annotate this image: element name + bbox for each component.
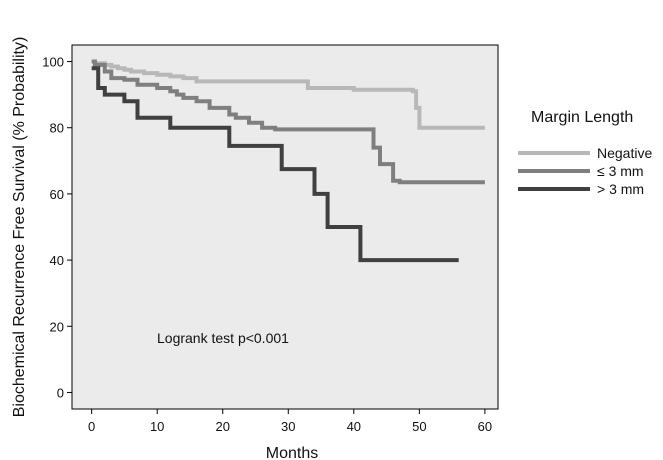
x-tick-label: 40 bbox=[347, 419, 361, 434]
series-line-2 bbox=[91, 66, 459, 263]
y-tick-label: 0 bbox=[57, 385, 64, 400]
x-tick-label: 30 bbox=[281, 419, 295, 434]
legend-label-0: Negative bbox=[597, 145, 652, 161]
legend-title: Margin Length bbox=[531, 109, 633, 126]
y-tick-label: 20 bbox=[50, 319, 64, 334]
logrank-annotation: Logrank test p<0.001 bbox=[157, 330, 289, 346]
legend-label-1: ≤ 3 mm bbox=[597, 163, 644, 179]
x-axis-title: Months bbox=[266, 445, 318, 460]
plot-area bbox=[71, 44, 499, 410]
x-tick-label: 60 bbox=[478, 419, 492, 434]
axes: 0 10 20 30 40 50 60 0 20 40 60 80 100 bbox=[42, 55, 492, 434]
x-tick-label: 10 bbox=[150, 419, 164, 434]
series-layer bbox=[91, 59, 485, 263]
x-tick-label: 50 bbox=[412, 419, 426, 434]
series-line-1 bbox=[91, 59, 485, 185]
y-tick-label: 100 bbox=[42, 55, 64, 70]
x-tick-label: 0 bbox=[88, 419, 95, 434]
y-tick-label: 60 bbox=[50, 187, 64, 202]
y-tick-label: 80 bbox=[50, 121, 64, 136]
y-tick-label: 40 bbox=[50, 253, 64, 268]
y-axis-title: Biochemical Recurrence Free Survival (% … bbox=[11, 37, 28, 418]
series-line-0 bbox=[91, 59, 485, 130]
legend-label-2: > 3 mm bbox=[597, 181, 644, 197]
x-tick-label: 20 bbox=[216, 419, 230, 434]
legend: Negative ≤ 3 mm > 3 mm bbox=[518, 145, 652, 197]
